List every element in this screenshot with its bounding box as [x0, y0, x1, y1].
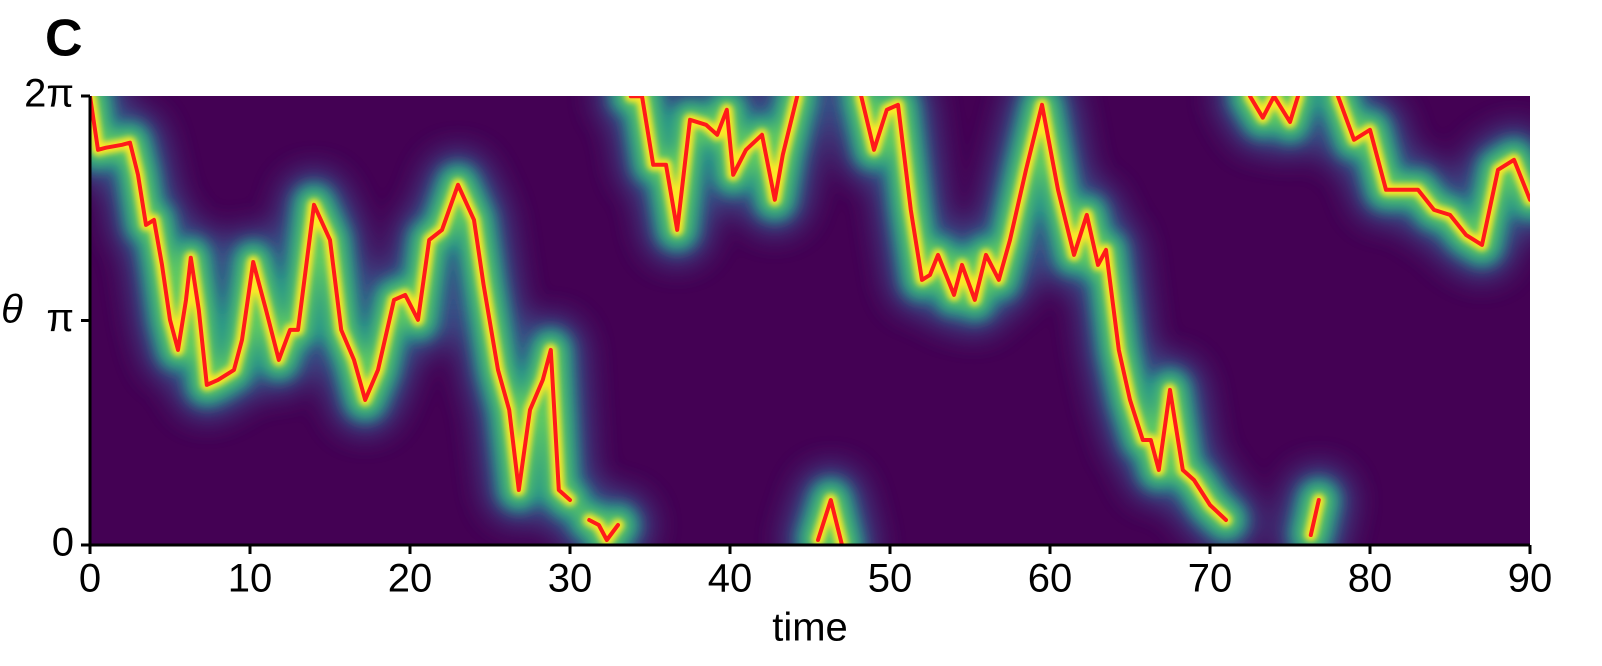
y-tick-label: 0: [52, 521, 74, 565]
x-tick-label: 70: [1188, 557, 1233, 601]
x-tick-label: 20: [388, 557, 433, 601]
y-axis-label: θ: [1, 288, 23, 332]
panel-label: C: [45, 10, 83, 68]
x-tick-label: 80: [1348, 557, 1393, 601]
x-tick-label: 30: [548, 557, 593, 601]
x-tick-label: 10: [228, 557, 273, 601]
y-tick-label: π: [46, 296, 74, 340]
decoded-line: [90, 96, 1530, 545]
plot-area: [90, 96, 1530, 545]
x-tick-label: 0: [79, 557, 101, 601]
x-axis-label: time: [772, 606, 848, 650]
x-tick-label: 90: [1508, 557, 1553, 601]
x-tick-label: 60: [1028, 557, 1073, 601]
y-tick-label: 2π: [24, 72, 74, 116]
x-tick-label: 40: [708, 557, 753, 601]
x-tick-label: 50: [868, 557, 913, 601]
axes: 0 10 20 30 40 50 60 70 80 90 0 π 2π: [24, 72, 1552, 601]
